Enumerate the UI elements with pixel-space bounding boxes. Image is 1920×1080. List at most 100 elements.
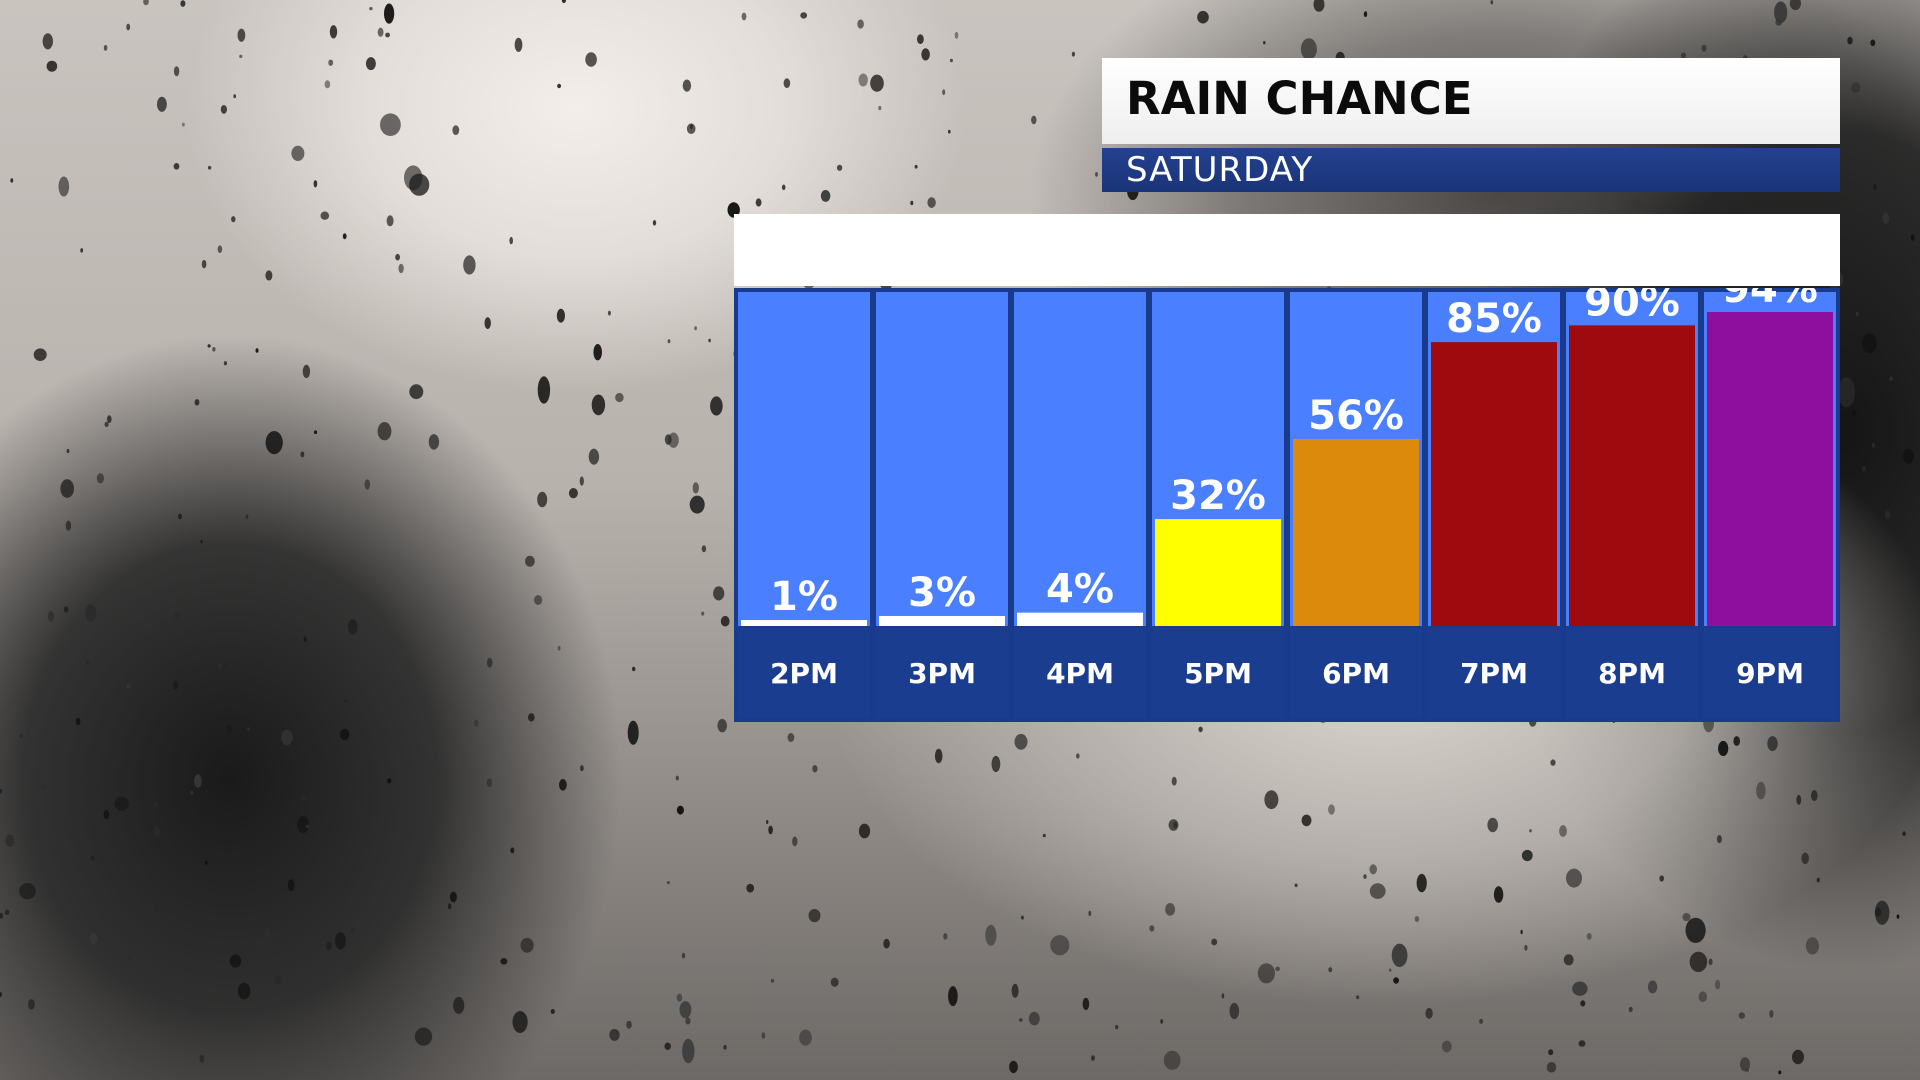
rain-drop bbox=[1775, 18, 1782, 26]
rain-drop bbox=[199, 1054, 205, 1063]
rain-drop bbox=[943, 933, 948, 940]
rain-drop bbox=[1873, 184, 1877, 191]
time-label-strip bbox=[1704, 628, 1836, 718]
rain-drop bbox=[386, 215, 394, 227]
rain-drop bbox=[0, 788, 2, 794]
subtitle-panel: SATURDAY bbox=[1102, 148, 1840, 192]
rain-drop bbox=[328, 59, 334, 66]
rain-drop bbox=[652, 220, 657, 226]
rain-drop bbox=[1160, 1019, 1164, 1024]
rain-drop bbox=[313, 180, 318, 188]
rain-drop bbox=[1328, 967, 1333, 973]
rain-drop bbox=[632, 666, 636, 672]
rain-drop bbox=[342, 233, 347, 240]
rain-drop bbox=[237, 28, 246, 42]
rain-drop bbox=[1221, 993, 1225, 999]
rain-drop bbox=[1896, 914, 1900, 919]
rain-drop bbox=[1441, 1040, 1452, 1053]
rain-drop bbox=[1521, 849, 1533, 862]
rain-drop bbox=[836, 164, 843, 171]
rain-drop bbox=[1838, 377, 1855, 408]
rain-drop bbox=[380, 113, 401, 136]
rain-drop bbox=[766, 820, 769, 824]
rain-drop bbox=[761, 1032, 766, 1039]
rain-drop bbox=[666, 881, 670, 885]
time-label-strip bbox=[1428, 628, 1560, 718]
rain-drop bbox=[857, 19, 864, 29]
rain-drop bbox=[1716, 835, 1722, 844]
bar-6pm bbox=[1293, 438, 1419, 626]
rain-drop bbox=[1801, 852, 1809, 864]
value-label-2pm: 1% bbox=[770, 574, 838, 620]
rain-drop bbox=[126, 23, 131, 31]
rain-drop bbox=[1733, 736, 1740, 746]
rain-drop bbox=[1796, 794, 1802, 805]
rain-drop bbox=[143, 0, 149, 6]
rain-drop bbox=[692, 482, 699, 494]
rain-drop bbox=[104, 421, 109, 427]
rain-drop bbox=[1811, 790, 1818, 802]
rain-drop bbox=[40, 783, 47, 791]
rain-drop bbox=[85, 659, 90, 666]
rain-drop bbox=[1572, 981, 1588, 996]
rain-drop bbox=[190, 790, 194, 795]
rain-drop bbox=[220, 105, 227, 114]
rain-drop bbox=[486, 778, 493, 788]
rain-chance-bar-chart: 1% 2PM 3% 3PM 4% 4PM 32% 5PM 56% 6PM 85% 7PM 90% 8PM 9… bbox=[738, 288, 1836, 718]
rain-drop bbox=[1872, 443, 1875, 448]
rain-drop bbox=[585, 52, 597, 67]
rain-drop bbox=[607, 310, 611, 316]
rain-drop bbox=[249, 565, 265, 583]
title-panel: RAIN CHANCE bbox=[1102, 58, 1840, 144]
rain-drop bbox=[33, 348, 47, 362]
rain-drop bbox=[452, 125, 460, 136]
rain-drop bbox=[1263, 41, 1266, 45]
rain-drop bbox=[525, 555, 535, 567]
rain-drop bbox=[675, 775, 679, 781]
rain-drop bbox=[60, 479, 74, 498]
rain-drop bbox=[954, 31, 959, 39]
rain-drop bbox=[207, 344, 211, 348]
rain-drop bbox=[126, 955, 132, 962]
rain-drop bbox=[47, 610, 55, 622]
rain-drop bbox=[808, 909, 821, 923]
rain-drop bbox=[0, 991, 3, 998]
rain-drop bbox=[948, 129, 951, 134]
hour-label-7pm: 7PM bbox=[1460, 657, 1528, 690]
rain-drop bbox=[1715, 979, 1721, 990]
rain-drop bbox=[792, 836, 798, 847]
rain-drop bbox=[90, 855, 95, 861]
rain-drop bbox=[910, 200, 914, 206]
rain-drop bbox=[1414, 916, 1420, 922]
rain-drop bbox=[89, 932, 98, 945]
rain-drop bbox=[207, 165, 212, 170]
chart-panel: 1% 2PM 3% 3PM 4% 4PM 32% 5PM 56% 6PM 85% 7PM 90% 8PM 9… bbox=[734, 288, 1840, 722]
rain-drop bbox=[245, 514, 249, 520]
bar-9pm bbox=[1707, 312, 1833, 626]
rain-drop bbox=[1903, 448, 1914, 465]
rain-drop bbox=[710, 396, 723, 416]
rain-drop bbox=[447, 903, 452, 910]
rain-drop bbox=[1566, 868, 1582, 888]
rain-drop bbox=[830, 977, 839, 987]
rain-drop bbox=[588, 448, 600, 465]
rain-drop bbox=[708, 338, 711, 343]
time-label-strip bbox=[1290, 628, 1422, 718]
rain-drop bbox=[1520, 929, 1523, 935]
rain-drop bbox=[537, 376, 551, 404]
rain-drop bbox=[42, 33, 53, 50]
rain-drop bbox=[727, 202, 740, 218]
value-label-9pm: 94% bbox=[1722, 288, 1818, 312]
rain-drop bbox=[255, 348, 259, 353]
rain-drop bbox=[291, 145, 305, 161]
rain-drop bbox=[717, 718, 727, 733]
rain-drop bbox=[1901, 600, 1906, 606]
hour-label-9pm: 9PM bbox=[1736, 657, 1804, 690]
rain-drop bbox=[1756, 781, 1766, 800]
rain-drop bbox=[414, 1027, 433, 1046]
rain-drop bbox=[914, 164, 918, 169]
rain-drop bbox=[557, 645, 561, 651]
rain-drop bbox=[1816, 877, 1820, 883]
rain-drop bbox=[676, 993, 683, 1002]
rain-drop bbox=[559, 779, 567, 791]
